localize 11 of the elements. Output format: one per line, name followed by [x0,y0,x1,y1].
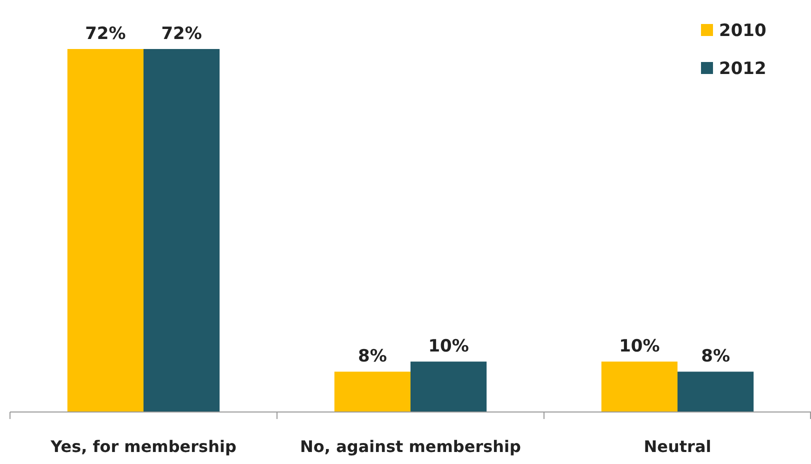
data-label: 10% [619,336,660,357]
data-label: 72% [85,24,126,44]
legend-label: 2010 [719,21,766,41]
data-label: 72% [161,24,202,44]
x-tick-label: No, against membership [300,437,521,456]
legend-label: 2012 [719,59,766,79]
x-tick-label: Yes, for membership [50,437,236,456]
data-label: 8% [358,346,387,367]
data-label: 10% [428,336,469,357]
x-tick-label: Neutral [644,437,712,456]
data-label: 8% [701,346,730,367]
